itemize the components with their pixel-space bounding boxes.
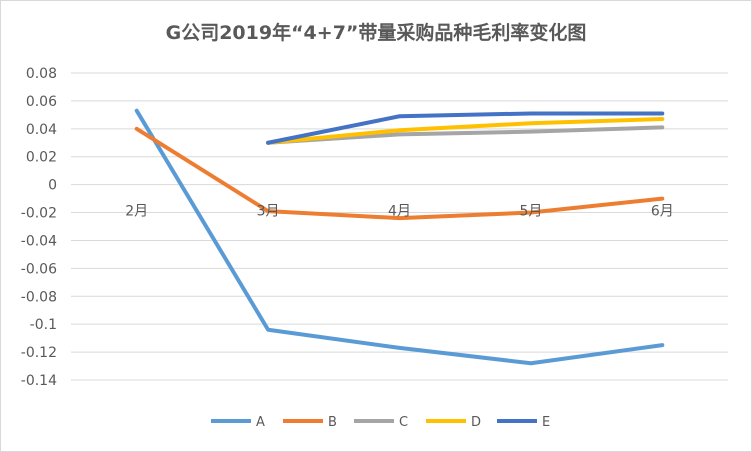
series-line-A: [134, 108, 665, 366]
x-tick-label: 6月: [651, 204, 674, 220]
y-tick-label: -0.12: [21, 345, 57, 361]
x-tick-label: 5月: [519, 204, 542, 220]
y-tick-label: -0.06: [21, 261, 57, 277]
series-line-D: [266, 117, 665, 145]
series-line-C: [266, 125, 665, 145]
x-tick-label: 4月: [388, 204, 411, 220]
legend-label-A: A: [256, 415, 265, 430]
chart-title: G公司2019年“4+7”带量采购品种毛利率变化图: [165, 22, 587, 44]
legend-label-D: D: [471, 415, 481, 430]
y-tick-label: -0.04: [21, 233, 57, 249]
y-tick-label: -0.14: [21, 373, 57, 389]
y-tick-label: 0.06: [26, 94, 57, 110]
y-tick-label: 0.08: [26, 66, 57, 82]
y-tick-label: 0: [48, 178, 57, 194]
y-tick-label: -0.1: [30, 317, 57, 333]
legend-label-E: E: [542, 415, 550, 430]
y-tick-label: -0.08: [21, 289, 57, 305]
x-tick-label: 3月: [257, 204, 280, 220]
x-tick-label: 2月: [125, 204, 148, 220]
legend-label-B: B: [328, 415, 337, 430]
legend-label-C: C: [399, 415, 408, 430]
series-line-E: [266, 111, 665, 145]
y-tick-label: 0.04: [26, 122, 57, 138]
y-tick-label: 0.02: [26, 150, 57, 166]
series-line-B: [134, 126, 665, 221]
y-tick-label: -0.02: [21, 206, 57, 222]
